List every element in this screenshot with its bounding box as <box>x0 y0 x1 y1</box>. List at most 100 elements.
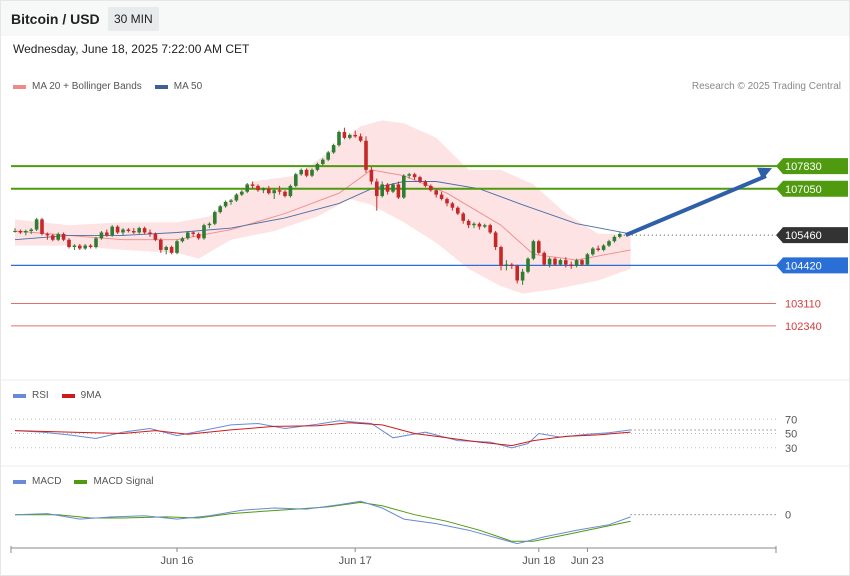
candle <box>61 233 66 240</box>
candle <box>18 231 23 233</box>
price-legend: MA 20 + Bollinger Bands MA 50 <box>13 81 202 92</box>
candle <box>531 241 536 259</box>
candle <box>245 184 249 192</box>
candle <box>283 191 287 197</box>
chart-title: Bitcoin / USD <box>11 11 100 27</box>
level-tag-107830 <box>776 158 848 175</box>
ma50-line <box>14 181 631 241</box>
candle <box>186 232 190 239</box>
candle <box>13 231 17 233</box>
candle <box>207 223 212 226</box>
candle <box>159 239 163 250</box>
candle <box>423 181 428 186</box>
candle <box>353 134 357 137</box>
candle <box>148 232 152 234</box>
candle <box>601 245 606 250</box>
bollinger-band <box>15 120 631 294</box>
candle <box>29 229 33 232</box>
level-label-107830: 107830 <box>785 161 822 173</box>
candle <box>364 140 368 170</box>
candle <box>439 194 444 199</box>
candles <box>13 127 622 285</box>
candle <box>310 169 314 176</box>
candle <box>337 132 341 146</box>
level-label-107050: 107050 <box>785 184 822 196</box>
candle <box>585 254 590 265</box>
macd-signal-legend-label: MACD Signal <box>93 476 154 487</box>
candle <box>553 258 557 265</box>
candle <box>537 241 541 253</box>
candle <box>315 164 320 170</box>
candle <box>121 229 125 233</box>
rsi-tick-label: 70 <box>785 414 797 426</box>
candle <box>78 245 82 249</box>
candle <box>51 235 55 240</box>
candle <box>229 200 233 202</box>
x-tick-label: Jun 18 <box>522 555 555 567</box>
rsi-swatch <box>13 393 26 398</box>
candle <box>429 185 433 191</box>
macd-legend: MACD MACD Signal <box>13 476 153 487</box>
candle <box>94 238 98 248</box>
candle <box>488 225 492 233</box>
candle <box>515 265 519 281</box>
candle <box>213 212 217 224</box>
candle <box>358 136 363 141</box>
candle <box>596 248 600 250</box>
candle <box>412 174 417 178</box>
candle <box>164 247 168 250</box>
rsi-legend: RSI 9MA <box>13 390 101 401</box>
candle <box>142 228 147 233</box>
candle <box>105 232 109 236</box>
candle <box>110 226 114 236</box>
candle <box>477 223 482 227</box>
candle <box>547 258 552 265</box>
candle <box>234 194 239 201</box>
candle <box>380 184 384 197</box>
candle <box>418 177 422 182</box>
forecast-arrow-shaft <box>625 174 767 237</box>
candle <box>456 207 460 214</box>
chart-date: Wednesday, June 18, 2025 7:22:00 AM CET <box>13 42 250 56</box>
level-label-104420: 104420 <box>785 260 822 272</box>
rsi-ma-line <box>14 422 631 447</box>
macd-signal-line <box>15 501 631 542</box>
candle <box>564 260 568 265</box>
candle <box>385 184 390 192</box>
macd-signal-swatch <box>74 479 88 484</box>
candle <box>72 245 77 248</box>
candle <box>558 260 563 265</box>
candle <box>580 260 584 265</box>
candle <box>450 203 455 208</box>
candle <box>466 220 471 226</box>
candle <box>304 169 309 176</box>
candle <box>277 190 282 192</box>
candle <box>326 152 330 160</box>
candle <box>56 233 60 240</box>
macd-line <box>14 500 631 545</box>
candle <box>45 233 50 236</box>
rsi-legend-label: RSI <box>32 390 49 401</box>
candle <box>391 184 395 192</box>
macd-legend-label: MACD <box>32 476 62 487</box>
candle <box>261 188 266 191</box>
level-label-105460: 105460 <box>785 230 822 242</box>
candle <box>299 169 303 175</box>
candle <box>67 239 71 248</box>
rsi-tick-label: 50 <box>785 429 797 441</box>
candle <box>240 191 244 195</box>
candle <box>348 134 352 138</box>
candle <box>294 174 298 186</box>
ma20-line <box>14 169 631 261</box>
candle <box>612 236 617 242</box>
candle <box>175 241 179 253</box>
level-tag-107050 <box>776 180 848 197</box>
level-tag-105460 <box>776 227 848 244</box>
x-tick-label: Jun 16 <box>160 555 193 567</box>
ma50-swatch <box>154 84 168 89</box>
candle <box>472 223 476 226</box>
timeframe-badge[interactable]: 30 MIN <box>108 7 159 31</box>
candle <box>267 188 271 194</box>
candle <box>223 201 228 207</box>
